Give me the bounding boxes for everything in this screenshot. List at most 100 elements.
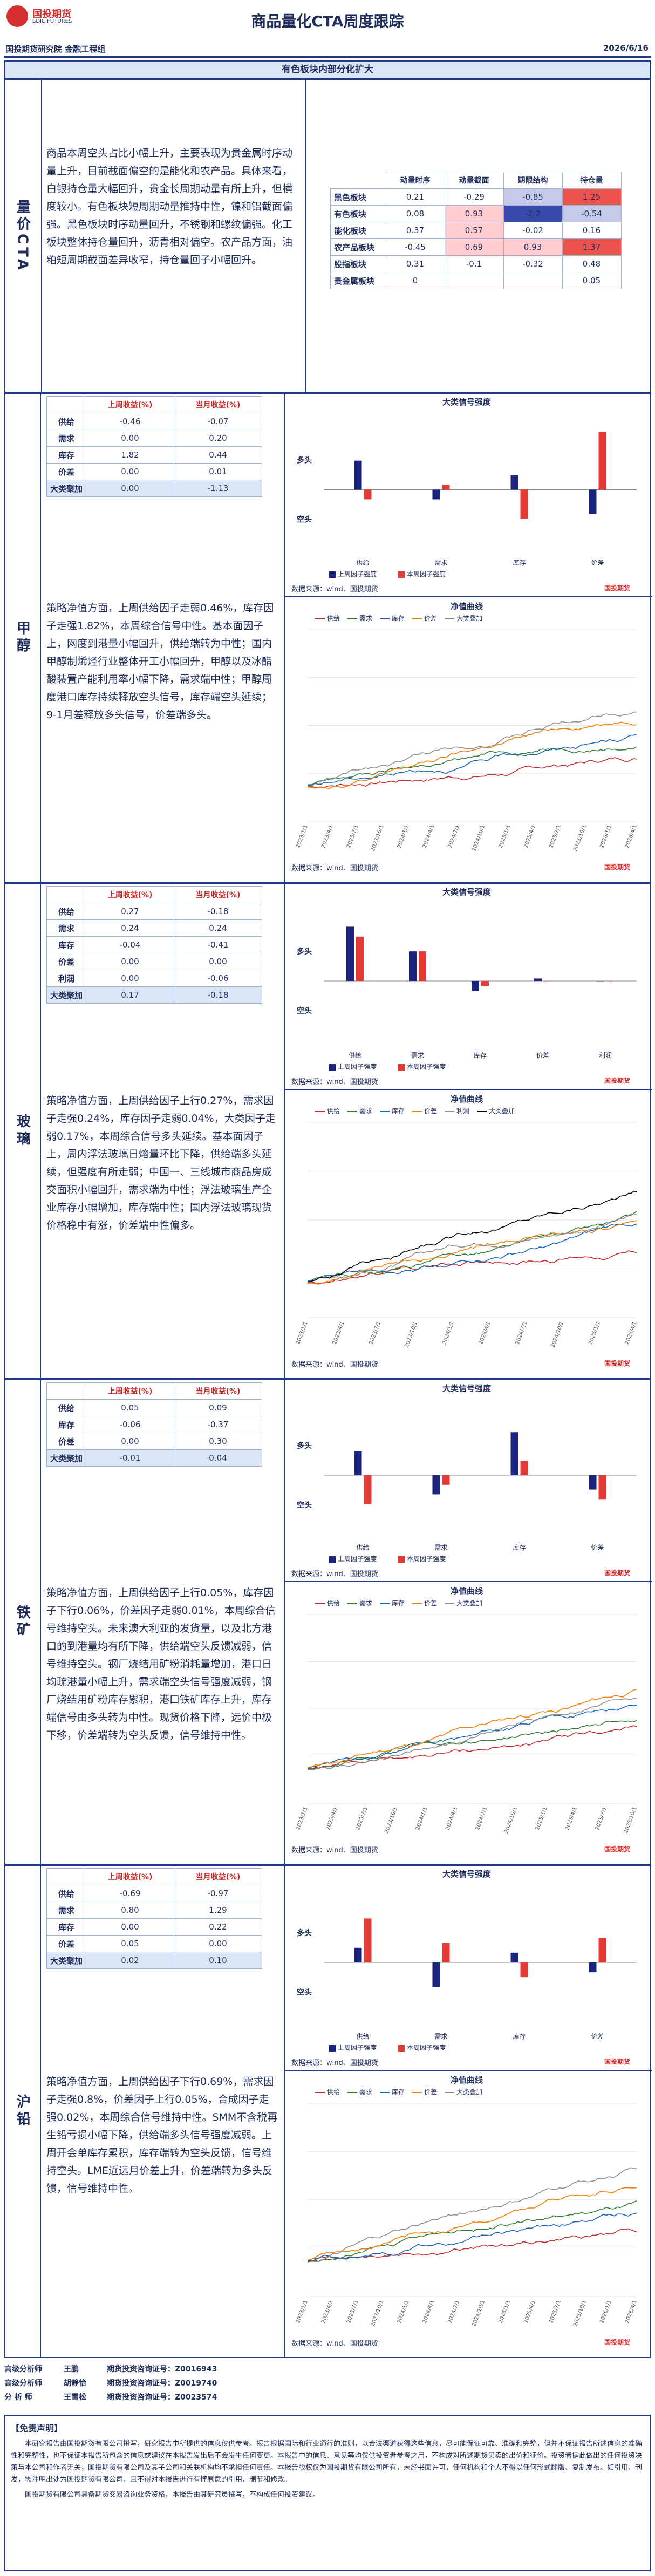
factor-weekly-return: 1.82 <box>86 446 174 464</box>
nav-date-tick: 2025/1/1 <box>535 1806 549 1831</box>
factor-name: 库存 <box>46 936 86 953</box>
nav-legend-swatch <box>445 1603 455 1604</box>
sector-table-row: 有色板块 0.08 0.93 -2.2 -0.54 <box>330 205 622 222</box>
nav-curve-chart: 2023/1/1 2023/4/1 2023/7/1 2023/10/1 2024/1/… <box>295 1614 638 1834</box>
factor-table-header-row: 上周收益(%) 当月收益(%) <box>46 886 262 903</box>
monthly-return-header: 当月收益(%) <box>174 886 262 903</box>
nav-series-line <box>307 1211 637 1283</box>
nav-date-tick: 2024/10/1 <box>471 824 486 852</box>
monthly-return-header: 当月收益(%) <box>174 396 262 413</box>
factor-name: 需求 <box>46 919 86 937</box>
sector-name: 农产品板块 <box>330 238 386 256</box>
nav-date-tick: 2025/4/1 <box>624 1320 638 1345</box>
factor-name: 大类聚加 <box>46 986 86 1004</box>
signal-bar-this-week <box>544 981 551 982</box>
nav-series-line <box>307 711 637 787</box>
factor-monthly-return: -0.37 <box>174 1416 262 1433</box>
signal-category-label: 利润 <box>599 1052 612 1059</box>
factor-header <box>46 886 86 903</box>
sector-value: -2.2 <box>503 205 563 222</box>
factor-name: 价差 <box>46 953 86 970</box>
legend-last-week-label: 上周因子强度 <box>338 2044 377 2052</box>
sector-value: 0.48 <box>562 255 622 272</box>
factor-table-row: 供给 -0.46 -0.07 <box>46 413 262 430</box>
nav-date-tick: 2024/7/1 <box>475 1806 489 1831</box>
nav-legend-label: 供给 <box>327 1599 340 1607</box>
nav-legend-label: 利润 <box>456 1107 470 1115</box>
nav-date-tick: 2023/4/1 <box>325 1806 339 1831</box>
factor-header <box>46 1868 86 1885</box>
nav-date-tick: 2023/4/1 <box>332 1320 346 1345</box>
nav-chart-title: 净值曲线 <box>450 1586 483 1596</box>
nav-curve-chart: 2023/1/1 2023/4/1 2023/7/1 2023/10/1 2024/1/… <box>295 2103 638 2327</box>
chart-divider <box>285 2070 652 2071</box>
signal-category-label: 需求 <box>434 2033 447 2040</box>
nav-date-tick: 2024/4/1 <box>422 2299 436 2324</box>
factor-monthly-return: -0.07 <box>174 413 262 430</box>
signal-bar-this-week <box>598 431 606 490</box>
factor-monthly-return: -0.41 <box>174 936 262 953</box>
disclaimer-paragraph-2: 国投期货有限公司具备期货交易咨询业务资格，本报告由其研究员撰写，不构成任何投资建… <box>25 2491 320 2499</box>
factor-return-table: 上周收益(%) 当月收益(%) 供给 0.05 0.09 库存 -0.06 -0.37 价差 0.… <box>46 1382 262 1467</box>
signal-bar-this-week <box>442 485 450 490</box>
signal-bar-this-week <box>598 1938 606 1962</box>
nav-source-note: 数据来源：wind、国投期货 <box>291 1846 378 1855</box>
sector-value: -0.1 <box>444 255 504 272</box>
factor-weekly-return: 0.80 <box>86 1902 174 1919</box>
signal-category-label: 需求 <box>411 1052 424 1059</box>
nav-legend-swatch <box>347 1603 358 1604</box>
signal-bar-last-week <box>354 1451 362 1475</box>
analyst-name: 王雪松 <box>64 2393 86 2402</box>
factor-name: 大类聚加 <box>46 480 86 497</box>
nav-legend-swatch <box>412 1110 422 1112</box>
signal-source-note: 数据来源：wind、国投期货 <box>291 1078 378 1086</box>
nav-legend-label: 供给 <box>327 1107 340 1115</box>
header-divider <box>4 56 651 58</box>
logo-cn: 国投期货 <box>32 9 71 20</box>
factor-weekly-return: 0.02 <box>86 1952 174 1969</box>
nav-date-tick: 2023/1/1 <box>295 1806 309 1831</box>
signal-source-note: 数据来源：wind、国投期货 <box>291 1570 378 1578</box>
nav-series-line <box>307 1213 637 1283</box>
nav-legend-swatch <box>445 2091 455 2093</box>
nav-date-tick: 2023/1/1 <box>295 2299 309 2324</box>
factor-weekly-return: 0.17 <box>86 986 174 1004</box>
commodity-divider <box>284 884 285 1378</box>
commodity-section: 玻璃 上周收益(%) 当月收益(%) 供给 0.27 -0.18 需求 0.24 0.24 库存 -… <box>4 883 652 1379</box>
factor-weekly-return: 0.27 <box>86 903 174 920</box>
signal-category-label: 供给 <box>356 2033 369 2040</box>
signal-bar-last-week <box>597 981 604 982</box>
factor-table-row: 库存 -0.04 -0.41 <box>46 936 262 953</box>
factor-table-row: 库存 1.82 0.44 <box>46 446 262 464</box>
signal-legend: 上周因子强度 本周因子强度 <box>329 1554 446 1563</box>
signal-long-label: 多头 <box>297 1928 312 1938</box>
nav-legend-label: 需求 <box>359 1107 373 1115</box>
signal-bar-last-week <box>510 475 518 490</box>
nav-date-tick: 2024/4/1 <box>478 1320 492 1345</box>
nav-date-tick: 2024/10/1 <box>471 2299 486 2327</box>
commodity-analysis-text: 策略净值方面，上周供给因子上行0.05%，库存因子下行0.06%，价差因子走弱0… <box>46 1587 276 1741</box>
analyst-row: 分 析 师 王雪松 期货投资咨询证号：Z0023574 <box>4 2391 651 2405</box>
factor-table-row: 需求 0.80 1.29 <box>46 1902 262 1919</box>
nav-date-tick: 2026/4/1 <box>624 824 638 849</box>
sector-value: 0.93 <box>444 205 504 222</box>
nav-series-line <box>307 1250 637 1284</box>
nav-series-line <box>307 1698 637 1770</box>
nav-date-tick: 2025/1/1 <box>498 824 512 849</box>
signal-logo: 国投期货 <box>604 584 631 592</box>
signal-bar-this-week <box>364 489 372 500</box>
factor-monthly-return: -0.18 <box>174 986 262 1004</box>
analyst-role: 高级分析师 <box>4 2379 42 2388</box>
nav-date-tick: 2024/10/1 <box>550 1320 565 1348</box>
sector-value: 0.16 <box>562 222 622 239</box>
sector-table-row: 黑色板块 0.21 -0.29 -0.85 1.25 <box>330 188 622 206</box>
nav-series-line <box>307 1704 637 1769</box>
nav-legend-label: 供给 <box>327 2088 340 2096</box>
factor-monthly-return: 0.22 <box>174 1918 262 1936</box>
monthly-return-header: 当月收益(%) <box>174 1382 262 1400</box>
signal-category-label: 库存 <box>474 1051 487 1059</box>
signal-bar-this-week <box>520 1962 528 1978</box>
factor-name: 价差 <box>46 1935 86 1952</box>
signal-logo: 国投期货 <box>604 2058 631 2066</box>
nav-chart-title: 净值曲线 <box>450 2075 483 2085</box>
